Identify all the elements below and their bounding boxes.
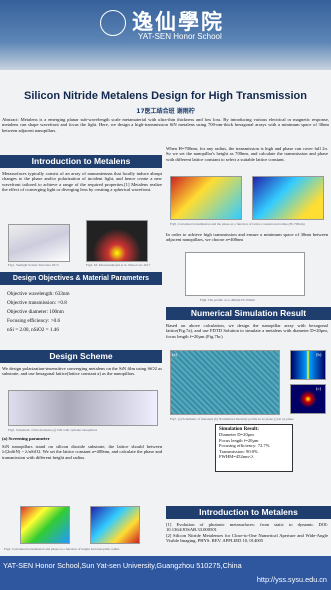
figure bbox=[290, 384, 326, 414]
objective-list: Objective wavelength: 633nmObjective tra… bbox=[0, 290, 160, 335]
footer-address: YAT-SEN Honor School,Sun Yat-sen Univers… bbox=[3, 561, 242, 570]
panel-label: (a) bbox=[172, 352, 178, 357]
result-title: Simulation Result: bbox=[219, 427, 259, 432]
result-item: Transmission: 90.0% bbox=[219, 448, 258, 454]
figure bbox=[86, 220, 148, 262]
figure bbox=[252, 176, 324, 220]
paragraph: In order to achieve high transmission an… bbox=[166, 232, 328, 243]
figure bbox=[8, 224, 70, 262]
result-item: Focus length f=20μm bbox=[219, 437, 259, 443]
objective-item: nSi = 2.00, nSiO2 = 1.46 bbox=[7, 326, 160, 335]
section-heading: Introduction to Metalens bbox=[0, 155, 162, 168]
header-banner: 逸仙學院 YAT-SEN Honor School bbox=[0, 0, 331, 70]
section-heading: Numerical Simulation Result bbox=[166, 307, 331, 320]
caption: Fig3. Schematic of the metalens (a) SiN … bbox=[8, 428, 98, 432]
caption: Fig4. Calculated transmission and phase … bbox=[4, 547, 120, 551]
objective-item: Focusing efficiency: >0.6 bbox=[7, 317, 160, 326]
reference: [1] Evolution of photonic metasurfaces: … bbox=[166, 522, 328, 533]
caption: Fig1. Sunlight Scatter Structure 2013 bbox=[8, 263, 59, 267]
paragraph: Metasurfaces typically consist of an arr… bbox=[2, 171, 162, 193]
section-heading: Introduction to Metalens bbox=[166, 506, 331, 519]
authors: 17医工结合班 谢雨柠 bbox=[136, 108, 195, 115]
figure bbox=[185, 252, 305, 296]
paragraph: SiN nanopillars stand on silicon dioxide… bbox=[2, 444, 162, 460]
caption: Fig6. The profile of a=400nm H=700nm bbox=[200, 298, 255, 302]
objective-item: Objective diameter: 100nm bbox=[7, 308, 160, 317]
abstract: Abstract: Metalens is a emerging planar … bbox=[2, 117, 329, 133]
figure bbox=[170, 350, 280, 415]
figure bbox=[20, 506, 70, 544]
caption: Fig7. (a) Schematic of metalens (b) Norm… bbox=[170, 417, 294, 421]
panel-label: (b) bbox=[316, 352, 322, 357]
paragraph: When H=700nm, for any radius, the transm… bbox=[166, 146, 328, 162]
section-heading: Design Scheme bbox=[0, 350, 162, 363]
paragraph: Based on above calculation, we design th… bbox=[166, 323, 328, 339]
paragraph: We design polarization-insensitive conve… bbox=[2, 366, 162, 377]
figure bbox=[290, 350, 326, 380]
result-item: Focusing efficiency: 72.7% bbox=[219, 443, 270, 449]
caption: Fig5. Calculated transmission and the ph… bbox=[170, 222, 305, 226]
result-box: Simulation Result: Diameter D=20μm Focus … bbox=[215, 424, 293, 472]
logo-en: YAT-SEN Honor School bbox=[138, 32, 222, 41]
result-item: FWHM=452nm<λ bbox=[219, 454, 254, 460]
reference: [2] Silicon Nitride Metalenses for Close… bbox=[166, 532, 328, 544]
section-heading: Design Objectives & Material Parameters bbox=[0, 272, 162, 285]
reference-list: [1] Evolution of photonic metasurfaces: … bbox=[166, 522, 328, 544]
result-list: Diameter D=20μm Focus length f=20μm Focusi… bbox=[219, 432, 289, 459]
footer-banner: YAT-SEN Honor School,Sun Yat-sen Univers… bbox=[0, 556, 331, 590]
figure bbox=[8, 390, 158, 426]
title: Silicon Nitride Metalens Design for High… bbox=[24, 90, 307, 102]
logo-cn: 逸仙學院 bbox=[132, 9, 224, 34]
objective-item: Objective wavelength: 633nm bbox=[7, 290, 160, 299]
subheading: (a) Screening parameter bbox=[2, 436, 50, 441]
panel-label: (c) bbox=[316, 386, 322, 391]
figure bbox=[170, 176, 242, 220]
footer-url: http://yss.sysu.edu.cn bbox=[256, 575, 327, 584]
figure bbox=[90, 506, 140, 544]
objective-item: Objective transmission: >0.8 bbox=[7, 299, 160, 308]
logo-emblem bbox=[100, 10, 126, 36]
caption: Fig2. M. Khorasaninejad et al. Nano Lett… bbox=[86, 263, 151, 267]
result-item: Diameter D=20μm bbox=[219, 432, 254, 438]
